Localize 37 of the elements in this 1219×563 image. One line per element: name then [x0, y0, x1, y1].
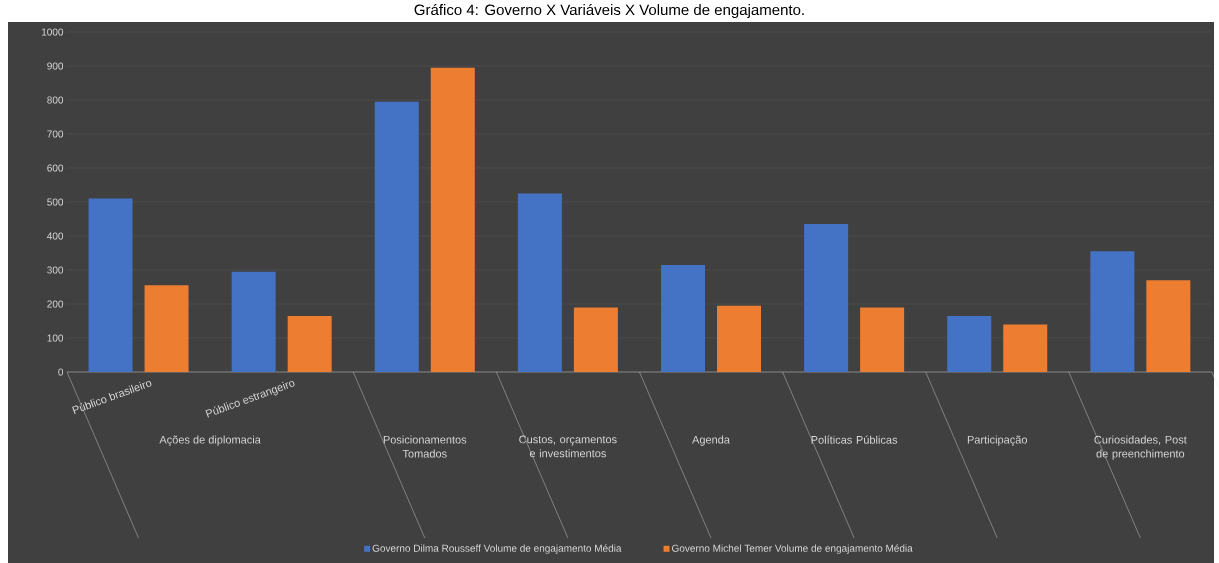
bar: [517, 193, 562, 372]
bar: [573, 307, 618, 372]
y-tick-label: 400: [47, 232, 64, 240]
bar: [947, 315, 992, 372]
x-tick-label: Custos, orçamentos e investimentos: [519, 435, 617, 458]
bar: [374, 101, 419, 372]
bar: [1146, 280, 1191, 372]
bar: [144, 285, 189, 372]
x-tick-label: Curiosidades, Post de preenchimento: [1094, 435, 1187, 460]
y-tick-label: 300: [47, 266, 64, 274]
bar: [88, 198, 133, 372]
y-tick-label: 600: [47, 164, 64, 172]
bar: [804, 224, 849, 372]
y-tick-label: 800: [47, 96, 64, 104]
bar: [287, 315, 332, 372]
legend-label: Governo Dilma Rousseff Volume de engajamento Média: [372, 544, 622, 554]
y-tick-label: 900: [47, 62, 64, 70]
bar: [661, 264, 706, 372]
legend-label: Governo Michel Temer Volume de engajamento Média: [672, 544, 913, 554]
y-tick-label: 1000: [41, 28, 64, 36]
bar: [717, 305, 762, 372]
x-tick-label: Agenda: [692, 435, 730, 446]
bar: [231, 271, 276, 372]
y-tick-label: 700: [47, 130, 64, 138]
y-tick-label: 0: [58, 368, 64, 376]
y-tick-label: 100: [47, 334, 64, 342]
x-tick-label: Posicionamentos Tomados: [383, 435, 467, 458]
chart-title: Gráfico 4: Governo X Variáveis X Volume de engajamento.: [414, 3, 804, 19]
bar: [430, 67, 475, 372]
bar: [1090, 251, 1135, 372]
bar: [860, 307, 905, 372]
bar: [1003, 324, 1048, 372]
y-tick-label: 500: [47, 198, 64, 206]
x-tick-label: Políticas Públicas: [811, 435, 898, 444]
x-tick-label: Participação: [967, 435, 1028, 446]
y-tick-label: 200: [47, 300, 64, 308]
text: Ações de diplomacia: [159, 435, 261, 446]
